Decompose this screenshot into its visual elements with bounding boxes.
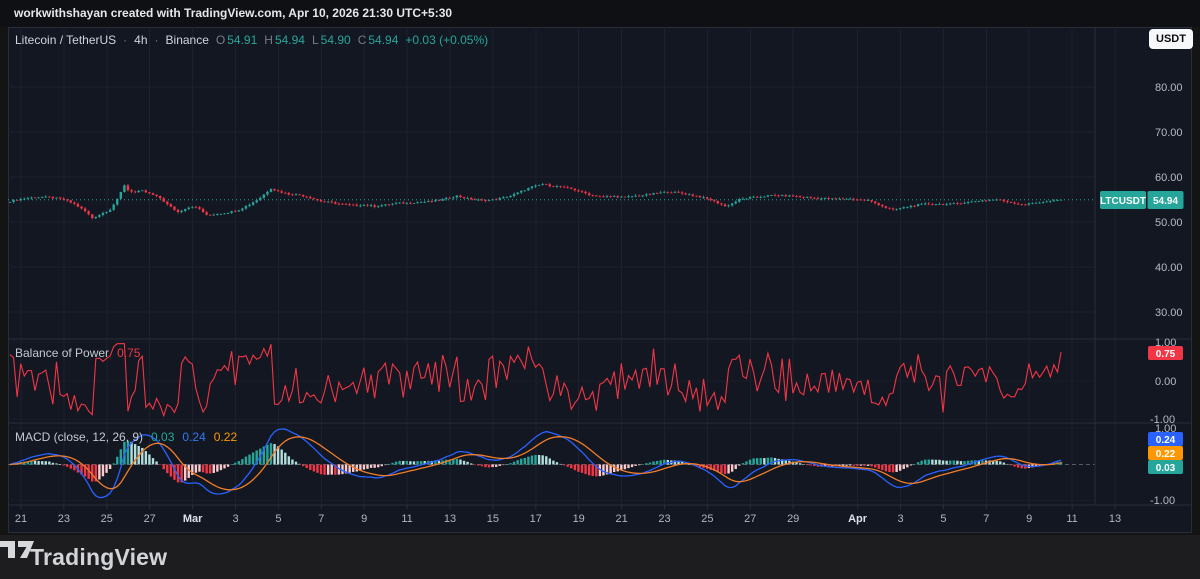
svg-text:9: 9	[361, 513, 367, 525]
tradingview-logo-icon[interactable]	[0, 535, 36, 563]
svg-text:5: 5	[940, 513, 946, 525]
svg-text:21: 21	[15, 513, 27, 525]
svg-text:0.24: 0.24	[1156, 435, 1176, 446]
svg-text:-1.00: -1.00	[1150, 495, 1175, 507]
svg-text:3: 3	[897, 513, 903, 525]
symbol-price-badge: LTCUSDT 54.94	[1100, 191, 1184, 209]
bop-panel-legend[interactable]: Balance of Power 0.75	[15, 346, 140, 360]
legend-separator: ·	[123, 33, 127, 47]
svg-text:9: 9	[1026, 513, 1032, 525]
tradingview-snapshot: workwithshayan created with TradingView.…	[0, 0, 1200, 579]
svg-text:Apr: Apr	[848, 513, 868, 525]
svg-text:Mar: Mar	[183, 513, 203, 525]
chart-legend[interactable]: Litecoin / TetherUS · 4h · Binance O 54.…	[15, 33, 488, 47]
svg-text:7: 7	[983, 513, 989, 525]
time-axis: 21 23 25 27 Mar 3 5 7 9 11 13 15 17 19 21 23 25 27 29 Apr 3 5…	[15, 505, 1121, 525]
svg-text:21: 21	[615, 513, 627, 525]
ohlc-open: O 54.91	[216, 33, 257, 47]
svg-text:30.00: 30.00	[1155, 307, 1183, 319]
svg-text:29: 29	[787, 513, 799, 525]
ohlc-low: L 54.90	[312, 33, 351, 47]
svg-text:17: 17	[530, 513, 542, 525]
svg-text:7: 7	[318, 513, 324, 525]
svg-text:0.75: 0.75	[1156, 349, 1176, 360]
svg-text:54.94: 54.94	[1153, 196, 1178, 207]
footer-bar: TradingView	[0, 535, 1200, 579]
macd-value-badge-1: 0.22	[1148, 446, 1183, 460]
svg-text:70.00: 70.00	[1155, 127, 1183, 139]
price-change: +0.03 (+0.05%)	[405, 33, 488, 47]
macd-title[interactable]: MACD (close, 12, 26, 9)	[15, 430, 143, 444]
macd-panel-legend[interactable]: MACD (close, 12, 26, 9) 0.03 0.24 0.22	[15, 430, 237, 444]
svg-text:11: 11	[1066, 513, 1077, 525]
interval-label[interactable]: 4h	[134, 33, 147, 47]
svg-text:LTCUSDT: LTCUSDT	[1100, 196, 1146, 207]
macd-value-badge-0: 0.24	[1148, 432, 1183, 446]
exchange-label: Binance	[166, 33, 209, 47]
candlestick-chart[interactable]: 80.0070.0060.0050.0040.0030.001.000.00-1…	[0, 0, 1200, 579]
bop-value: 0.75	[117, 346, 140, 360]
svg-text:27: 27	[744, 513, 756, 525]
svg-text:27: 27	[144, 513, 156, 525]
svg-text:3: 3	[232, 513, 238, 525]
currency-toggle-button[interactable]: USDT	[1149, 29, 1193, 49]
bop-value-badge: 0.75	[1148, 346, 1183, 360]
macd-line-value: 0.24	[182, 430, 205, 444]
macd-hist-value: 0.03	[151, 430, 174, 444]
svg-text:0.22: 0.22	[1156, 449, 1176, 460]
svg-text:60.00: 60.00	[1155, 172, 1183, 184]
svg-text:5: 5	[275, 513, 281, 525]
svg-text:0.03: 0.03	[1156, 463, 1176, 474]
svg-text:50.00: 50.00	[1155, 217, 1183, 229]
svg-text:13: 13	[1109, 513, 1121, 525]
brand-name[interactable]: TradingView	[30, 544, 167, 571]
ohlc-high: H 54.94	[264, 33, 305, 47]
svg-text:19: 19	[573, 513, 585, 525]
svg-text:11: 11	[401, 513, 412, 525]
svg-text:25: 25	[101, 513, 113, 525]
ohlc-close: C 54.94	[358, 33, 399, 47]
symbol-title[interactable]: Litecoin / TetherUS	[15, 33, 116, 47]
bop-title[interactable]: Balance of Power	[15, 346, 109, 360]
svg-text:15: 15	[487, 513, 499, 525]
svg-text:13: 13	[444, 513, 456, 525]
svg-text:0.00: 0.00	[1155, 376, 1176, 388]
legend-separator: ·	[155, 33, 159, 47]
svg-text:80.00: 80.00	[1155, 82, 1183, 94]
macd-signal-value: 0.22	[214, 430, 237, 444]
macd-value-badge-2: 0.03	[1148, 460, 1183, 474]
svg-text:23: 23	[658, 513, 670, 525]
svg-text:23: 23	[58, 513, 70, 525]
svg-text:25: 25	[701, 513, 713, 525]
svg-text:40.00: 40.00	[1155, 262, 1183, 274]
